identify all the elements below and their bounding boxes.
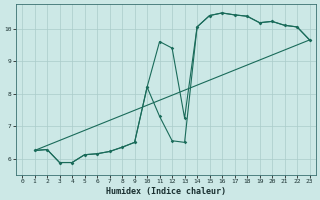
X-axis label: Humidex (Indice chaleur): Humidex (Indice chaleur) — [106, 187, 226, 196]
